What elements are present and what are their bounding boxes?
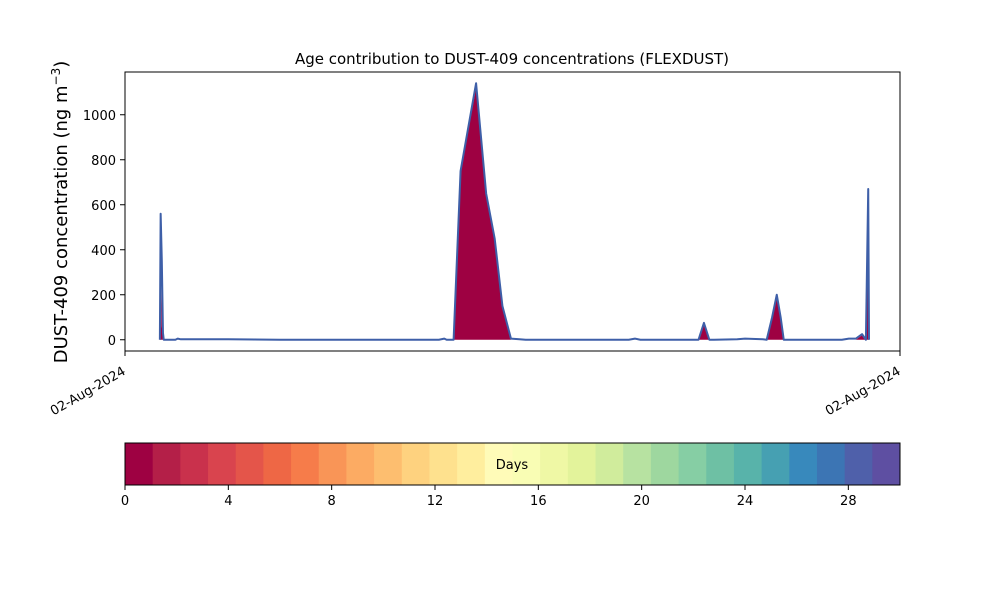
colorbar-cell: [429, 443, 458, 485]
total-concentration-line: [158, 82, 870, 341]
colorbar-frame: [124, 442, 901, 486]
colorbar-tick-label: 8: [328, 494, 336, 509]
colorbar-cell: [678, 443, 707, 485]
y-tick-label: 600: [91, 199, 116, 214]
colorbar-cell: [180, 443, 209, 485]
x-tick-label-end: 02-Aug-2024: [823, 364, 903, 419]
chart-title: Age contribution to DUST-409 concentrati…: [295, 50, 729, 68]
colorbar-tick-label: 12: [427, 494, 444, 509]
y-tick-label: 0: [108, 334, 116, 349]
colorbar-cell: [318, 443, 347, 485]
y-tick-label: 200: [91, 289, 116, 304]
colorbar-cell: [733, 443, 763, 485]
colorbar-cell: [816, 443, 846, 485]
x-tick-label-start: 02-Aug-2024: [48, 364, 128, 419]
colorbar-tick-label: 20: [633, 494, 650, 509]
colorbar-cell: [567, 443, 597, 485]
y-axis-label: DUST-409 concentration (ng m−3): [49, 61, 72, 364]
colorbar-tick-label: 28: [840, 494, 857, 509]
colorbar-cell: [346, 443, 375, 485]
y-tick-label: 400: [91, 244, 116, 259]
series-line-layer: [158, 82, 870, 341]
colorbar-cell: [650, 443, 680, 485]
colorbar-axis: 0 4 8 12 16 20 24 28: [121, 485, 857, 509]
y-axis-label-close: ): [51, 61, 72, 68]
plot-frame: [124, 71, 901, 352]
colorbar-cell: [235, 443, 264, 485]
fresh-area-layer: [159, 87, 869, 340]
colorbar-cell: [208, 443, 237, 485]
colorbar-cell: [125, 443, 154, 485]
colorbar-cell: [263, 443, 292, 485]
colorbar-cell: [401, 443, 430, 485]
colorbar-cell: [457, 443, 486, 485]
y-axis: 0 200 400 600 800 1000: [83, 109, 125, 349]
colorbar-tick-label: 24: [737, 494, 754, 509]
colorbar-cell: [595, 443, 624, 485]
y-axis-label-exponent: −3: [49, 68, 63, 86]
colorbar-cell: [540, 443, 569, 485]
x-axis: 02-Aug-2024 02-Aug-2024: [48, 351, 903, 419]
colorbar-cell: [484, 443, 513, 485]
colorbar-tick-label: 4: [224, 494, 232, 509]
colorbar-label: Days: [496, 458, 529, 473]
colorbar-cell: [374, 443, 403, 485]
colorbar-cell: [152, 443, 181, 485]
colorbar-cell: [706, 443, 735, 485]
colorbar-cells: [125, 443, 901, 485]
colorbar-cell: [512, 443, 541, 485]
colorbar-cell: [761, 443, 790, 485]
y-tick-label: 1000: [83, 109, 116, 124]
colorbar-tick-label: 0: [121, 494, 129, 509]
colorbar: Days 0 4 8 12 16 20 24 28: [121, 442, 901, 509]
colorbar-cell: [291, 443, 320, 485]
colorbar-tick-label: 16: [530, 494, 547, 509]
y-tick-label: 800: [91, 154, 116, 169]
colorbar-cell: [844, 443, 873, 485]
colorbar-cell: [789, 443, 818, 485]
y-axis-label-main: DUST-409 concentration (ng m: [51, 85, 72, 363]
colorbar-cell: [623, 443, 652, 485]
colorbar-cell: [872, 443, 901, 485]
plot-area: 0 200 400 600 800 1000 02-Aug-2024 02-Aug-202…: [48, 71, 903, 419]
fresh-age-area: [159, 87, 869, 340]
